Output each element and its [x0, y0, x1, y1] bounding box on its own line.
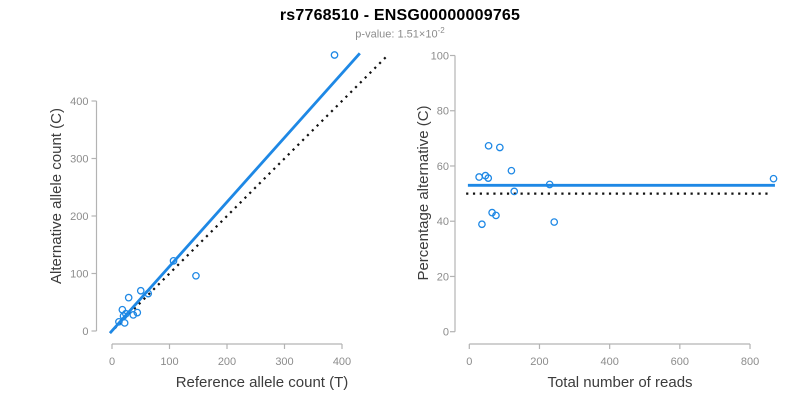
x-tick-label: 200	[218, 356, 236, 368]
y-tick-label: 0	[443, 327, 449, 339]
right-panel: 0 20 40 60 80 100 0 200 400 600 800	[431, 51, 778, 368]
data-point	[121, 309, 130, 318]
y-tick-label: 0	[82, 326, 88, 338]
y-tick-label: 40	[437, 216, 449, 228]
data-point	[118, 305, 127, 314]
y-tick-label: 20	[437, 271, 449, 283]
reference-dotted-line	[109, 54, 389, 334]
x-tick-label: 0	[109, 356, 115, 368]
data-point	[478, 220, 486, 229]
y-tick-label: 200	[70, 211, 88, 223]
x-tick-label: 400	[600, 356, 618, 368]
y-tick-label: 100	[70, 269, 88, 281]
data-point	[330, 51, 339, 59]
y-tick-label: 100	[431, 51, 449, 63]
pvalue-exponent: -2	[437, 26, 445, 35]
data-point	[129, 311, 138, 319]
y-tick-label: 80	[437, 106, 449, 118]
x-tick-label: 300	[275, 356, 293, 368]
left-panel: 0 100 200 300 400 0 100 200 300 400	[70, 51, 389, 368]
x-tick-label: 0	[466, 356, 472, 368]
x-tick-label: 600	[671, 356, 689, 368]
y-tick-label: 400	[70, 96, 88, 108]
data-point	[133, 308, 142, 317]
left-x-axis-title: Reference allele count (T)	[176, 374, 349, 391]
x-tick-label: 100	[160, 356, 178, 368]
pvalue-text: p-value: 1.51×10	[355, 28, 438, 41]
data-point	[510, 187, 519, 196]
fit-line	[108, 52, 361, 334]
data-point	[484, 141, 493, 150]
x-tick-label: 800	[741, 356, 759, 368]
right-y-axis-title: Percentage alternative (C)	[415, 105, 432, 280]
data-point	[120, 319, 129, 327]
left-y-axis-title: Alternative allele count (C)	[48, 108, 65, 284]
data-point	[545, 180, 554, 189]
x-tick-label: 400	[333, 356, 351, 368]
data-point	[769, 174, 778, 183]
data-point	[144, 289, 153, 298]
data-point	[124, 293, 133, 302]
data-point	[169, 256, 178, 265]
y-tick-label: 300	[70, 154, 88, 166]
data-point	[192, 271, 200, 280]
figure-title: rs7768510 - ENSG00000009765	[279, 7, 521, 24]
data-point	[119, 312, 128, 320]
y-tick-label: 60	[437, 161, 449, 173]
data-point	[484, 174, 493, 182]
x-tick-label: 200	[530, 356, 548, 368]
data-point	[492, 211, 500, 220]
data-point	[507, 166, 516, 175]
data-point	[475, 173, 483, 181]
data-point	[550, 218, 559, 226]
data-point	[136, 286, 145, 295]
data-point	[495, 143, 504, 152]
figure-subtitle: p-value: 1.51×10-2	[0, 26, 800, 41]
right-x-axis-title: Total number of reads	[547, 374, 692, 391]
